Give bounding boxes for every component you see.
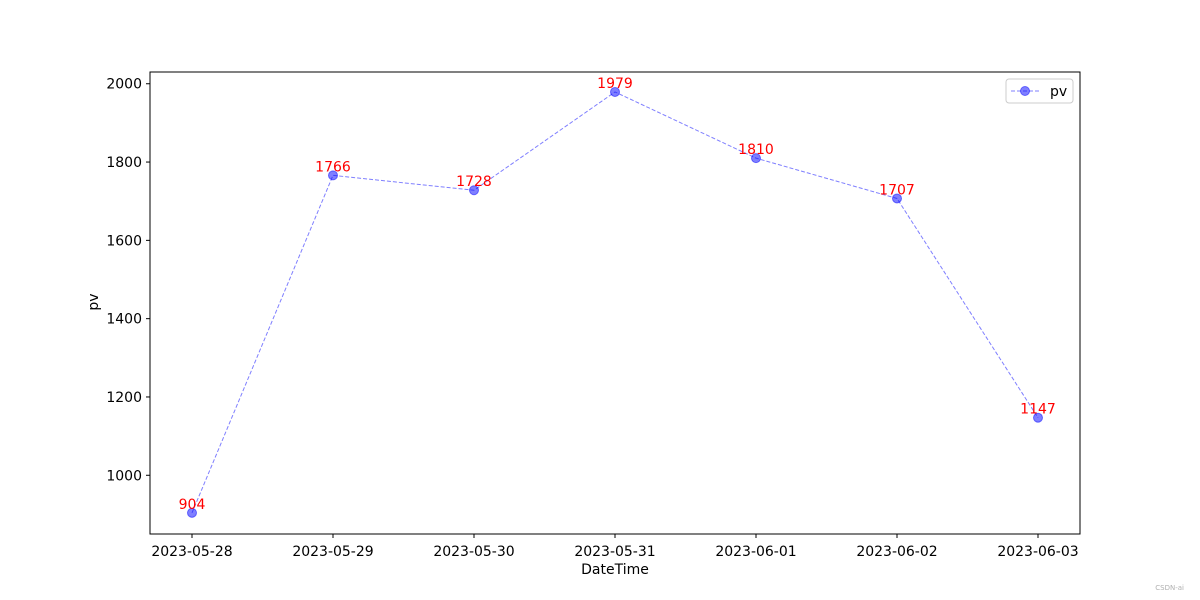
y-tick-label: 1800 xyxy=(106,155,142,171)
data-label: 1147 xyxy=(1020,402,1056,418)
data-point xyxy=(187,507,197,518)
y-tick-label: 1000 xyxy=(106,468,142,484)
data-point xyxy=(610,86,620,97)
data-point xyxy=(892,193,902,204)
x-axis-label: DateTime xyxy=(581,562,649,578)
x-tick-label: 2023-06-01 xyxy=(715,544,796,560)
data-point xyxy=(751,153,761,164)
y-tick-label: 2000 xyxy=(106,77,142,93)
legend-marker xyxy=(1020,86,1030,96)
x-tick-label: 2023-05-30 xyxy=(433,544,514,560)
watermark-text: CSDN-ai xyxy=(1155,584,1184,592)
y-tick-label: 1400 xyxy=(106,312,142,328)
data-label: 904 xyxy=(179,497,206,513)
legend-box xyxy=(1005,78,1074,104)
data-point xyxy=(469,185,479,196)
y-tick-label: 1200 xyxy=(106,390,142,406)
legend: pv xyxy=(1005,78,1074,104)
x-tick-label: 2023-05-29 xyxy=(292,544,373,560)
plot-area: 1000 1200 1400 1600 1800 2000 2023-05-28 2023-0… xyxy=(106,71,1081,560)
data-point xyxy=(328,170,338,181)
data-point xyxy=(1033,412,1043,423)
data-label: 1766 xyxy=(315,159,351,175)
x-tick-label: 2023-06-02 xyxy=(856,544,937,560)
y-tick-label: 1600 xyxy=(106,233,142,249)
x-tick-label: 2023-05-31 xyxy=(574,544,655,560)
x-tick-label: 2023-06-03 xyxy=(997,544,1078,560)
data-label: 1707 xyxy=(879,182,915,198)
legend-entry-label: pv xyxy=(1050,84,1067,100)
data-label: 1979 xyxy=(597,76,633,92)
y-axis-label: pv xyxy=(86,293,102,310)
x-tick-label: 2023-05-28 xyxy=(151,544,232,560)
data-label: 1728 xyxy=(456,174,492,190)
data-label: 1810 xyxy=(738,142,774,158)
